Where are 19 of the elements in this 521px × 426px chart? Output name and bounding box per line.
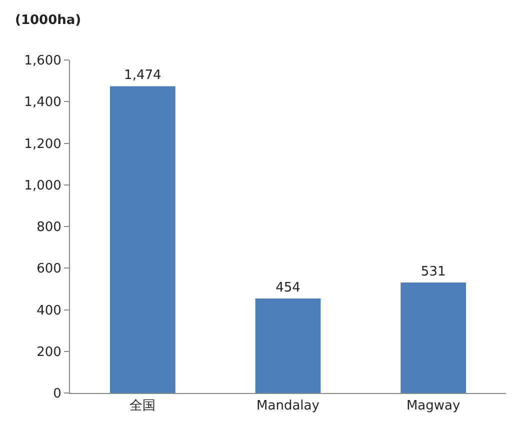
data-label: 454 xyxy=(276,280,300,296)
y-axis-title: (1000ha) xyxy=(15,13,82,28)
bar xyxy=(400,282,466,393)
y-tick-label: 800 xyxy=(36,220,62,236)
y-tick-label: 1,400 xyxy=(24,95,62,110)
x-tick-label: Mandalay xyxy=(256,398,320,414)
x-tick-label: Magway xyxy=(406,398,460,414)
y-tick-label: 200 xyxy=(36,344,62,360)
x-tick-label: 全国 xyxy=(130,398,156,414)
y-tick-label: 0 xyxy=(53,386,62,402)
data-label: 1,474 xyxy=(124,68,162,84)
data-label: 531 xyxy=(420,264,446,280)
y-tick-label: 1,000 xyxy=(24,178,62,194)
bar xyxy=(255,298,321,393)
y-tick-label: 400 xyxy=(36,303,62,318)
bar xyxy=(110,86,176,393)
y-tick-label: 600 xyxy=(36,262,62,277)
y-tick-label: 1,200 xyxy=(24,136,62,152)
y-tick-label: 1,600 xyxy=(24,54,62,69)
